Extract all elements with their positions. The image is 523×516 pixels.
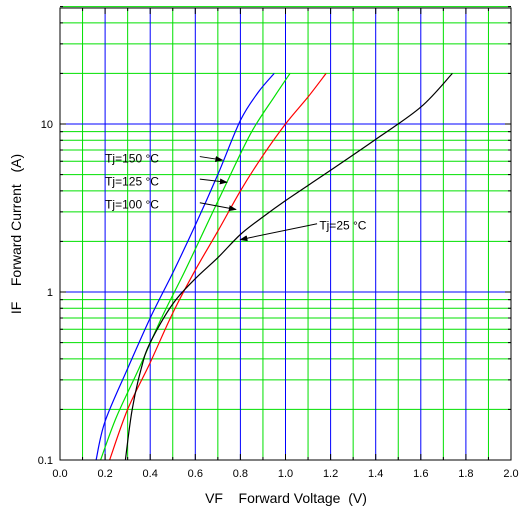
annotation-label-tj25: Tj=25 °C xyxy=(319,219,366,233)
y-axis-label: IF Forward Current (A) xyxy=(8,154,24,314)
x-tick-label: 0.8 xyxy=(233,468,248,480)
tick-marks xyxy=(59,6,512,461)
x-tick-label: 0.4 xyxy=(143,468,158,480)
x-tick-label: 0.2 xyxy=(97,468,112,480)
y-tick-label: 1 xyxy=(47,287,53,299)
series-line-tj100 xyxy=(109,73,327,460)
x-tick-labels: 0.0 0.2 0.4 0.6 0.8 1.0 1.2 1.4 1.6 1.8 2.0 xyxy=(52,468,518,480)
x-tick-label: 1.6 xyxy=(413,468,428,480)
x-tick-label: 0.6 xyxy=(188,468,203,480)
x-tick-label: 0.0 xyxy=(52,468,67,480)
annotation-label-tj150: Tj=150 °C xyxy=(105,151,159,165)
series-line-tj150 xyxy=(95,73,275,460)
annotation-arrow-tj150 xyxy=(199,156,224,162)
x-tick-label: 1.2 xyxy=(323,468,338,480)
series-line-tj25 xyxy=(124,72,453,460)
x-axis-label: VF Forward Voltage (V) xyxy=(205,490,367,506)
y-tick-labels: 0.1 1 10 xyxy=(38,119,53,467)
x-tick-label: 2.0 xyxy=(503,468,518,480)
x-tick-label: 1.8 xyxy=(458,468,473,480)
series-line-tj125 xyxy=(100,73,291,460)
y-tick-label: 0.1 xyxy=(38,455,53,467)
x-tick-label: 1.4 xyxy=(368,468,383,480)
annotations: Tj=150 °C Tj=125 °C Tj=100 °C Tj=25 °C xyxy=(105,151,367,242)
annotation-label-tj125: Tj=125 °C xyxy=(105,175,159,189)
annotation-arrow-tj100 xyxy=(199,202,237,212)
annotation-arrow-tj125 xyxy=(199,178,228,185)
x-tick-label: 1.0 xyxy=(278,468,293,480)
series-layer xyxy=(95,72,453,460)
y-tick-label: 10 xyxy=(41,119,53,131)
annotation-arrow-tj25 xyxy=(239,223,318,242)
annotation-label-tj100: Tj=100 °C xyxy=(105,197,159,211)
